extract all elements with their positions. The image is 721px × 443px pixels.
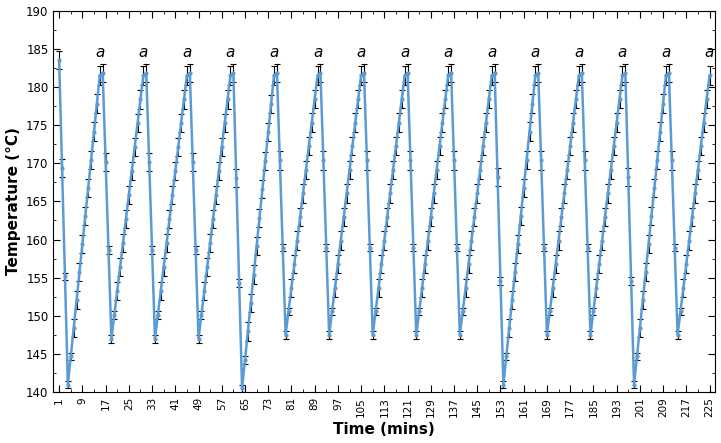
- Text: a: a: [443, 45, 453, 60]
- Text: a: a: [531, 45, 540, 60]
- Text: a: a: [574, 45, 583, 60]
- Text: a: a: [138, 45, 148, 60]
- Text: a: a: [487, 45, 497, 60]
- X-axis label: Time (mins): Time (mins): [334, 423, 435, 437]
- Text: a: a: [313, 45, 322, 60]
- Text: a: a: [226, 45, 235, 60]
- Text: a: a: [705, 45, 715, 60]
- Text: a: a: [618, 45, 627, 60]
- Text: a: a: [95, 45, 105, 60]
- Text: a: a: [182, 45, 192, 60]
- Text: a: a: [270, 45, 279, 60]
- Y-axis label: Temperature (°C): Temperature (°C): [6, 128, 21, 275]
- Text: a: a: [661, 45, 671, 60]
- Text: a: a: [400, 45, 410, 60]
- Text: a: a: [356, 45, 366, 60]
